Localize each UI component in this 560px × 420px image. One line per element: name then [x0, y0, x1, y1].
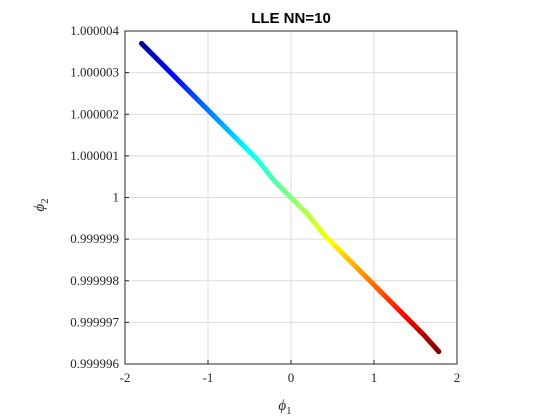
chart-title: LLE NN=10	[251, 10, 331, 27]
y-tick-label: 0.999996	[70, 356, 119, 371]
y-tick-label: 1.000003	[70, 65, 119, 80]
y-axis-label-group: ϕ2	[32, 198, 51, 211]
y-axis-ticks: 0.999996 0.999997 0.999998 0.999999 1 1.00000…	[70, 23, 129, 371]
y-tick-label: 0.999998	[70, 273, 119, 288]
x-tick-label: 2	[454, 370, 461, 385]
y-tick-label: 1.000002	[70, 106, 119, 121]
x-axis-label: ϕ1	[278, 398, 291, 417]
y-tick-label: 0.999997	[70, 314, 119, 329]
x-tick-label: 0	[288, 370, 295, 385]
y-tick-label: 1.000001	[70, 148, 119, 163]
data-points	[139, 40, 442, 355]
data-point	[436, 348, 442, 355]
x-axis-ticks: -2 -1 0 1 2	[120, 360, 461, 385]
y-tick-label: 1.000004	[70, 23, 119, 38]
y-tick-label: 1	[113, 190, 120, 205]
y-axis-label: ϕ2	[32, 198, 51, 211]
x-tick-label: -2	[120, 370, 131, 385]
x-tick-label: -1	[203, 370, 214, 385]
x-tick-label: 1	[371, 370, 378, 385]
y-tick-label: 0.999999	[70, 231, 119, 246]
